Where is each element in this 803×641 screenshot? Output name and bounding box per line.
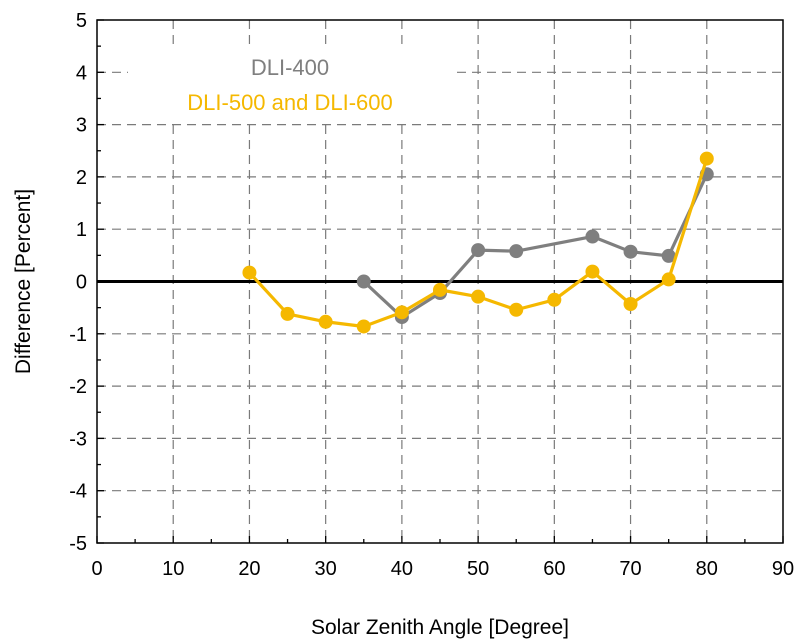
data-point bbox=[547, 292, 562, 307]
data-point bbox=[699, 151, 714, 166]
data-point bbox=[661, 272, 676, 287]
legend-label-dli-500-600: DLI-500 and DLI-600 bbox=[187, 90, 392, 115]
y-tick-label: -1 bbox=[69, 324, 87, 346]
data-point bbox=[471, 243, 486, 258]
x-axis-title: Solar Zenith Angle [Degree] bbox=[311, 616, 569, 639]
data-point bbox=[623, 296, 638, 311]
x-tick-label: 70 bbox=[619, 558, 641, 580]
data-point bbox=[280, 306, 295, 321]
legend: DLI-400 DLI-500 and DLI-600 bbox=[128, 47, 452, 121]
y-tick-label: 0 bbox=[76, 272, 87, 294]
data-point bbox=[471, 289, 486, 304]
y-tick-label: -3 bbox=[69, 428, 87, 450]
data-point bbox=[242, 265, 257, 280]
legend-label-dli-400: DLI-400 bbox=[251, 55, 329, 80]
data-series bbox=[242, 151, 714, 334]
y-tick-label: -5 bbox=[69, 533, 87, 555]
data-point bbox=[433, 282, 447, 297]
y-tick-label: 3 bbox=[76, 115, 87, 137]
x-tick-label: 90 bbox=[772, 558, 794, 580]
y-tick-label: 1 bbox=[76, 219, 87, 241]
y-tick-label: 5 bbox=[76, 10, 87, 32]
y-tick-label: 2 bbox=[76, 167, 87, 189]
series-line bbox=[362, 173, 709, 319]
x-tick-label: 60 bbox=[543, 558, 565, 580]
x-tick-label: 80 bbox=[696, 558, 718, 580]
x-tick-label: 30 bbox=[315, 558, 337, 580]
x-tick-label: 20 bbox=[238, 558, 260, 580]
x-tick-label: 10 bbox=[162, 558, 184, 580]
data-point bbox=[356, 274, 371, 289]
x-tick-label: 50 bbox=[467, 558, 489, 580]
data-point bbox=[585, 264, 600, 279]
y-tick-label: -4 bbox=[69, 481, 87, 503]
tick-labels: 0 10 20 30 40 50 60 70 80 90 -5 -4 -3 -2 -1 0 1 2 3 4 5 bbox=[69, 10, 794, 580]
series-0 bbox=[356, 167, 714, 325]
series-1 bbox=[242, 151, 714, 334]
y-tick-label: -2 bbox=[69, 376, 87, 398]
legend-background bbox=[128, 47, 452, 121]
x-tick-label: 0 bbox=[91, 558, 102, 580]
data-point bbox=[318, 314, 333, 329]
x-tick-label: 40 bbox=[391, 558, 413, 580]
data-point bbox=[623, 244, 638, 259]
data-point bbox=[509, 244, 524, 259]
data-point bbox=[394, 305, 409, 320]
y-tick-label: 4 bbox=[76, 62, 87, 84]
data-point bbox=[509, 302, 524, 317]
y-axis-title: Difference [Percent] bbox=[12, 189, 35, 374]
data-point bbox=[585, 229, 600, 244]
data-point bbox=[356, 319, 371, 334]
